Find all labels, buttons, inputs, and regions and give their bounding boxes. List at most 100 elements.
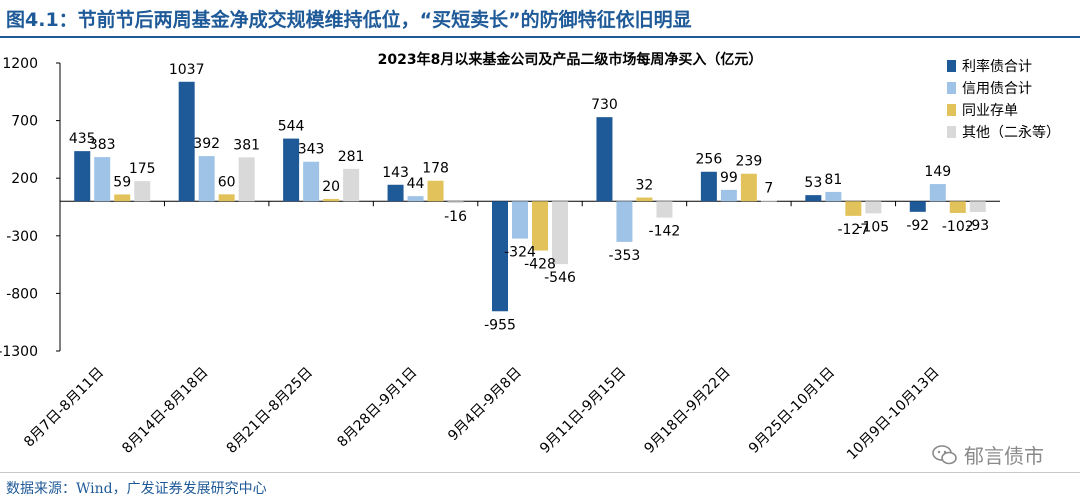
bar xyxy=(805,195,822,202)
bar xyxy=(720,189,737,202)
bar xyxy=(825,191,842,202)
bar xyxy=(909,201,926,212)
legend-label: 其他（二永等） xyxy=(962,124,1060,141)
legend-label: 利率债合计 xyxy=(962,58,1032,75)
y-tick-label: 700 xyxy=(11,114,38,130)
data-label: 175 xyxy=(129,161,156,177)
bars xyxy=(74,81,986,312)
data-label: -127 xyxy=(837,222,869,238)
data-label: 53 xyxy=(804,175,822,191)
data-label: -546 xyxy=(544,270,576,286)
bar xyxy=(343,168,360,202)
data-label: 256 xyxy=(696,152,723,168)
bar xyxy=(283,138,300,202)
data-label: 381 xyxy=(233,137,260,153)
chart-title: 2023年8月以来基金公司及产品二级市场每周净买入（亿元） xyxy=(378,51,763,68)
legend-label: 信用债合计 xyxy=(962,81,1032,97)
bar xyxy=(447,201,464,204)
x-tick-label: 9月25日-10月1日 xyxy=(746,365,838,457)
data-label: -955 xyxy=(484,317,516,333)
bar xyxy=(552,201,568,265)
data-label: 7 xyxy=(764,180,773,196)
bar xyxy=(700,171,717,202)
data-label: -16 xyxy=(444,209,467,225)
data-label: 239 xyxy=(736,154,763,170)
data-label: -428 xyxy=(524,257,556,273)
watermark: 郁言债市 xyxy=(932,440,1044,469)
bar xyxy=(656,201,673,218)
bar xyxy=(114,194,131,202)
bar xyxy=(969,201,986,212)
data-label: 60 xyxy=(218,174,236,190)
bar xyxy=(407,196,424,202)
bar xyxy=(323,198,340,202)
bar xyxy=(865,201,882,214)
bar xyxy=(616,201,633,242)
watermark-text: 郁言债市 xyxy=(964,444,1044,468)
data-label: 99 xyxy=(720,170,738,186)
wechat-icon xyxy=(932,444,957,464)
legend-swatch xyxy=(947,82,956,94)
data-label: 435 xyxy=(69,131,96,147)
bar xyxy=(949,201,966,213)
bar xyxy=(845,201,862,216)
bar xyxy=(74,151,91,202)
data-label: 149 xyxy=(924,164,951,180)
bar xyxy=(492,201,508,312)
data-label: 1037 xyxy=(169,62,205,78)
figure-header: 图4.1：节前节后两周基金净成交规模维持低位，“买短卖长”的防御特征依旧明显 xyxy=(0,0,1080,38)
data-label: 383 xyxy=(89,137,116,153)
data-label: 20 xyxy=(322,179,340,195)
data-label: 178 xyxy=(422,161,449,177)
footer-divider xyxy=(0,472,1080,473)
bar-chart: 2023年8月以来基金公司及产品二级市场每周净买入（亿元） 1200 700 200… xyxy=(0,51,1060,463)
data-label: 343 xyxy=(298,142,325,158)
data-label: 81 xyxy=(824,172,842,188)
bar xyxy=(238,157,255,202)
data-label: -102 xyxy=(942,219,974,235)
bar xyxy=(303,161,320,202)
data-label: 730 xyxy=(591,97,618,113)
data-label: -142 xyxy=(649,224,681,240)
x-tick-label: 9月18日-9月22日 xyxy=(641,365,733,457)
data-label: -105 xyxy=(857,219,889,235)
figure-title: 图4.1：节前节后两周基金净成交规模维持低位，“买短卖长”的防御特征依旧明显 xyxy=(6,9,692,31)
legend-swatch xyxy=(947,104,956,116)
data-label: -324 xyxy=(504,245,536,261)
data-label: 281 xyxy=(338,149,365,165)
x-tick-label: 8月21日-8月25日 xyxy=(224,365,316,457)
bar xyxy=(596,117,613,202)
data-label: 59 xyxy=(113,174,131,190)
y-tick-label: -300 xyxy=(6,229,38,245)
x-tick-label: 9月11日-9月15日 xyxy=(537,365,629,457)
bar xyxy=(760,200,777,202)
bar xyxy=(532,201,548,251)
bar xyxy=(427,180,444,202)
data-label: 544 xyxy=(278,119,305,135)
bar xyxy=(929,184,946,202)
legend-swatch xyxy=(947,126,956,138)
bar xyxy=(94,157,111,202)
y-tick-label: -800 xyxy=(6,286,38,302)
x-tick-label: 8月14日-8月18日 xyxy=(119,365,211,457)
bar xyxy=(134,181,151,202)
x-tick-label: 8月7日-8月11日 xyxy=(21,365,107,451)
data-label: 32 xyxy=(636,178,654,194)
data-source: 数据来源：Wind，广发证券发展研究中心 xyxy=(6,481,267,497)
bar xyxy=(178,81,195,202)
legend-label: 同业存单 xyxy=(962,103,1018,119)
data-labels: 4353835917510373926038154434320281143441… xyxy=(69,62,989,333)
x-tick-label: 8月28日-9月1日 xyxy=(334,365,420,451)
bar xyxy=(740,173,757,202)
data-label: 392 xyxy=(193,136,220,152)
data-label: -92 xyxy=(906,218,929,234)
bar xyxy=(387,184,404,202)
y-tick-label: -1300 xyxy=(0,344,38,360)
y-tick-label: 200 xyxy=(11,171,38,187)
bar xyxy=(636,197,653,202)
bar xyxy=(218,194,235,202)
legend-swatch xyxy=(947,60,956,72)
y-tick-label: 1200 xyxy=(2,56,38,72)
data-label: -353 xyxy=(609,248,641,264)
